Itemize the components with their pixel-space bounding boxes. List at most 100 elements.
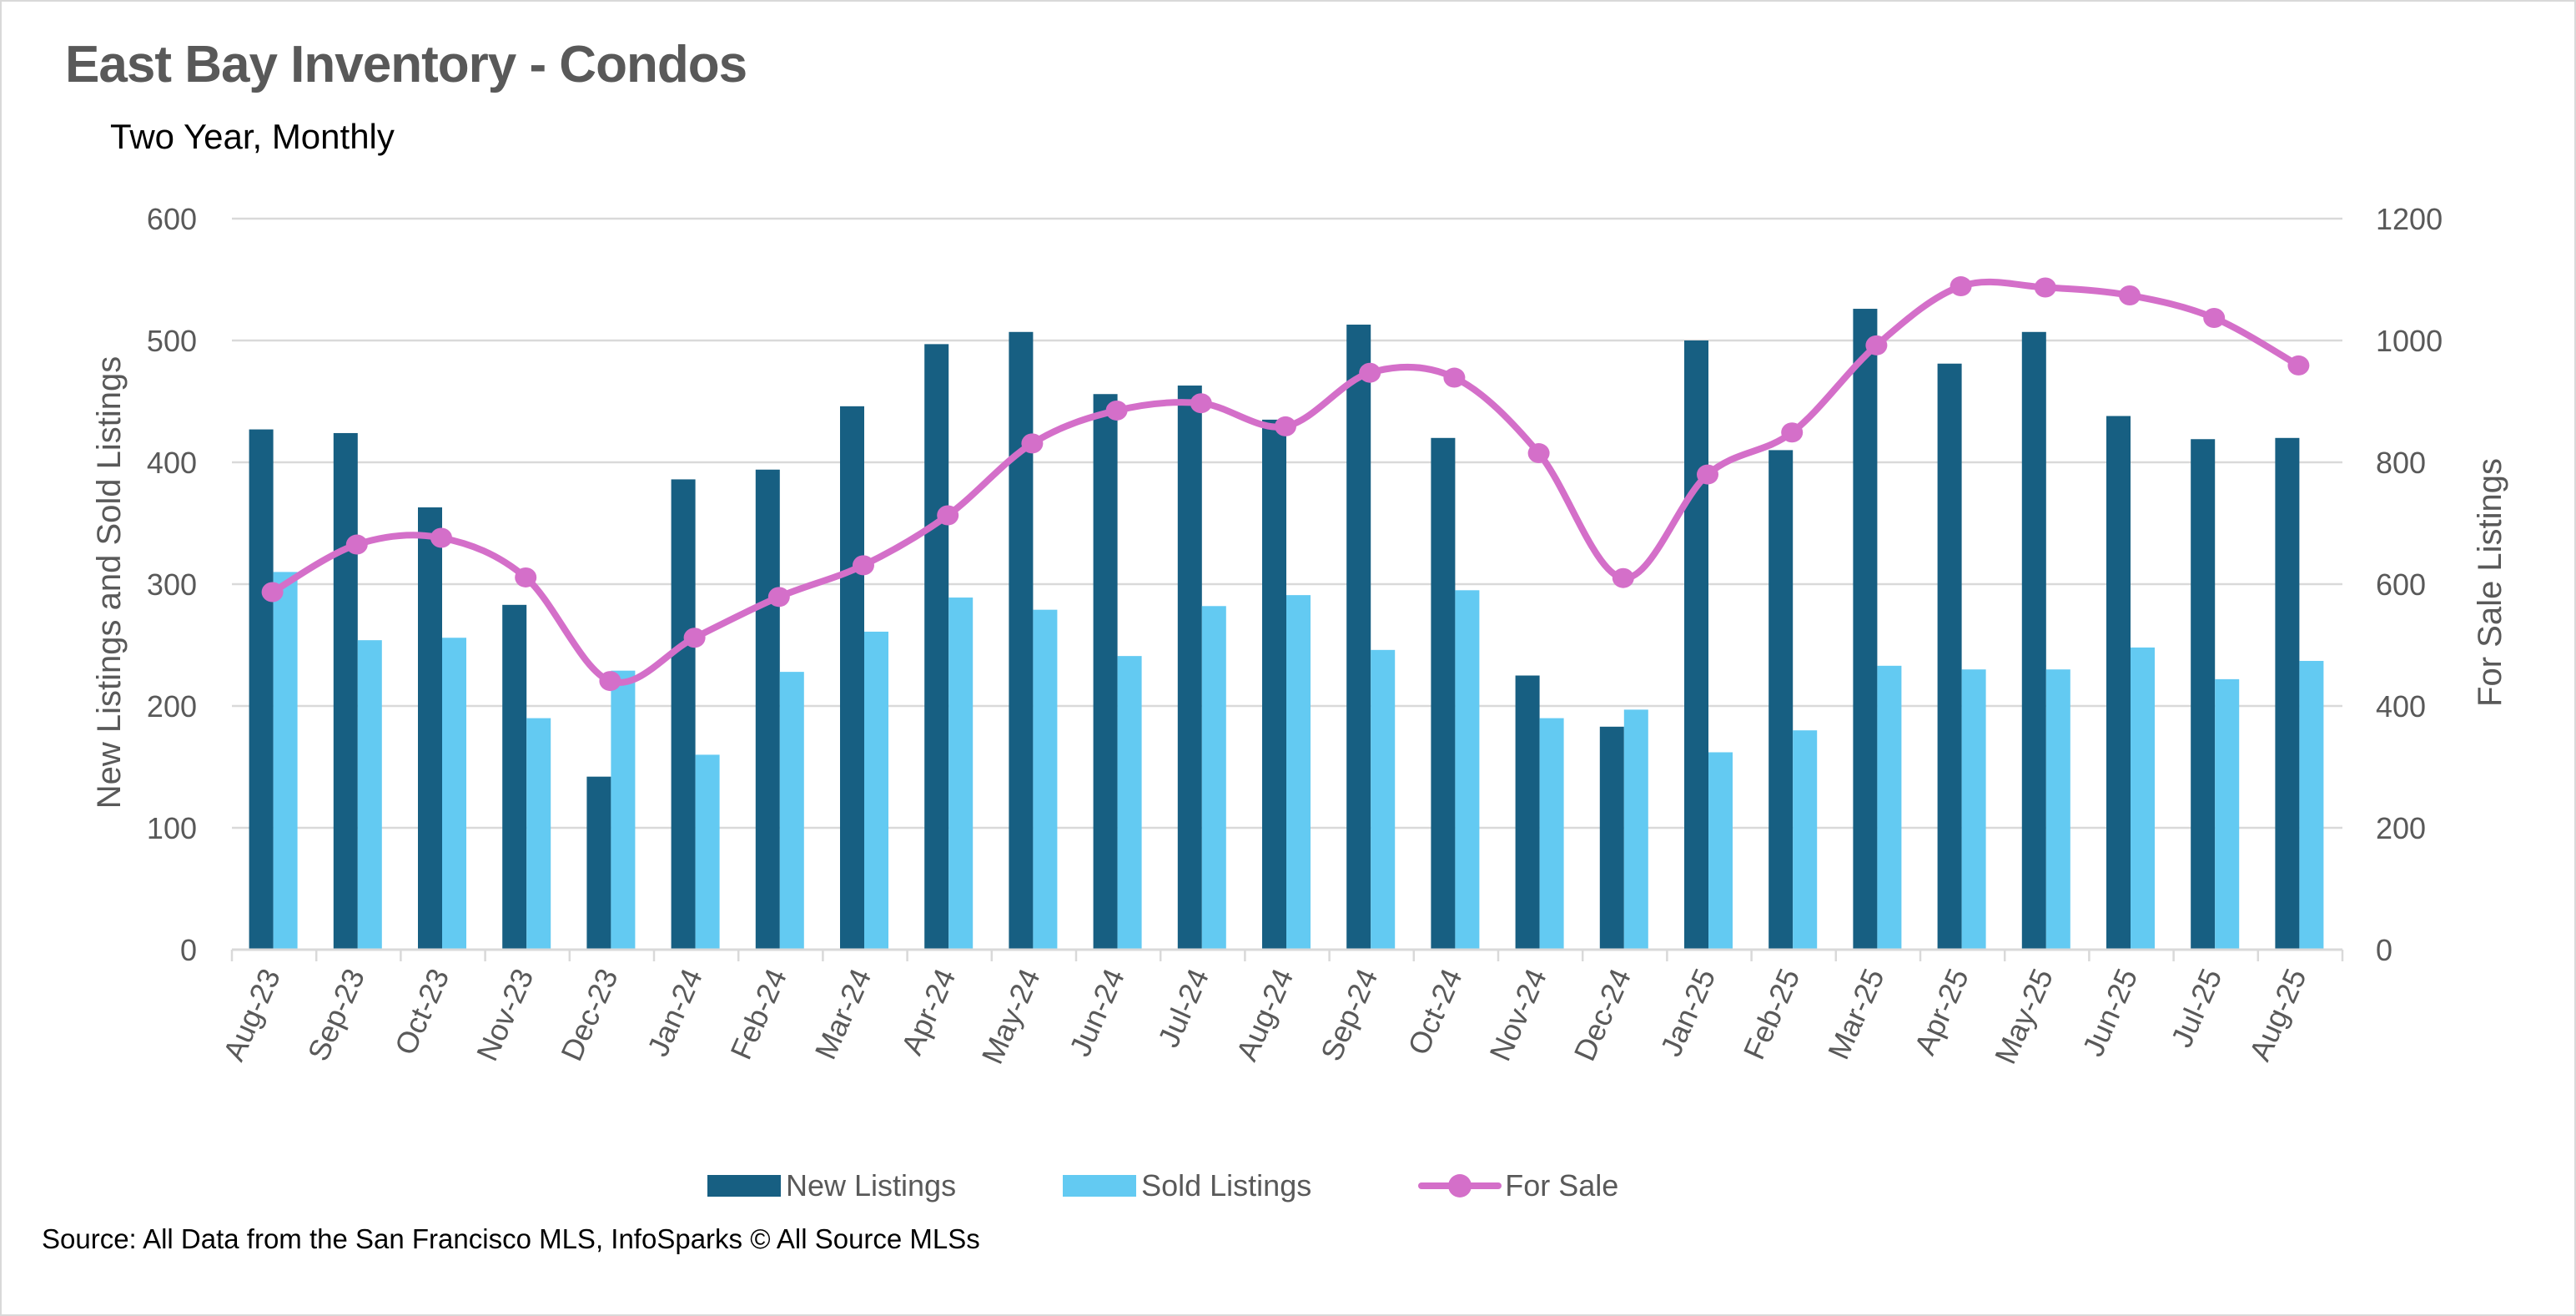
bar-sold-listings: [864, 631, 888, 950]
x-tick-label: Jul-24: [1151, 964, 1215, 1052]
bar-new-listings: [1177, 386, 1202, 950]
for-sale-marker: [515, 567, 537, 587]
bar-new-listings: [1431, 437, 1456, 950]
x-tick-label: Mar-24: [808, 964, 878, 1065]
for-sale-marker: [1105, 400, 1128, 421]
x-tick-label: Aug-24: [1230, 964, 1301, 1066]
x-tick-label: Apr-25: [1908, 964, 1975, 1060]
y-tick-label: 0: [180, 933, 197, 967]
bar-new-listings: [1684, 340, 1708, 950]
legend-item-for-sale: For Sale: [1418, 1168, 1618, 1203]
bar-new-listings: [333, 432, 358, 950]
for-sale-marker: [937, 505, 959, 526]
y2-tick-label: 600: [2376, 567, 2426, 602]
bar-new-listings: [924, 344, 949, 950]
y-axis-right: 0 200 400 600 800 1000 1200: [2376, 202, 2443, 967]
bar-new-listings: [1768, 450, 1794, 950]
bar-sold-listings: [611, 670, 636, 950]
bar-sold-listings: [1286, 595, 1311, 950]
bar-new-listings: [2106, 416, 2131, 950]
sold-listings-swatch: [1063, 1175, 1137, 1197]
legend-label: Sold Listings: [1141, 1168, 1312, 1203]
bar-sold-listings: [948, 597, 974, 950]
bar-sold-listings: [1455, 590, 1480, 950]
y2-axis-title: For Sale Listings: [2472, 458, 2508, 707]
y-axis-title: New Listings and Sold Listings: [91, 356, 128, 809]
x-tick-label: Aug-25: [2242, 964, 2313, 1066]
bar-sold-listings: [1708, 752, 1733, 950]
x-axis: Aug-23 Sep-23 Oct-23 Nov-23 Dec-23 Jan-24 Feb-…: [216, 948, 2344, 1069]
x-tick-label: Nov-23: [470, 964, 541, 1066]
bar-sold-listings: [2045, 669, 2070, 950]
bar-sold-listings: [695, 754, 720, 950]
x-tick-label: Apr-24: [894, 964, 962, 1060]
for-sale-line: [261, 276, 2310, 692]
bar-new-listings: [249, 429, 274, 950]
y-tick-label: 300: [147, 567, 197, 602]
bar-sold-listings: [1371, 649, 1396, 950]
for-sale-marker: [1865, 335, 1888, 355]
y2-tick-label: 0: [2376, 933, 2392, 967]
bar-new-listings: [2275, 437, 2300, 950]
for-sale-marker: [1359, 362, 1381, 383]
x-tick-label: Dec-24: [1567, 964, 1638, 1066]
for-sale-marker: [853, 555, 874, 576]
y-tick-label: 600: [147, 202, 197, 236]
x-tick-label: Jan-25: [1653, 964, 1722, 1061]
for-sale-marker: [2034, 277, 2056, 298]
chart-title: East Bay Inventory - Condos: [65, 36, 747, 93]
x-tick-label: Jan-24: [641, 964, 709, 1061]
for-sale-marker: [1527, 443, 1550, 464]
x-tick-label: Oct-23: [388, 964, 455, 1060]
x-tick-label: Oct-24: [1401, 964, 1468, 1060]
bar-sold-listings: [2299, 660, 2324, 950]
y-tick-label: 500: [147, 324, 197, 358]
bar-new-listings: [755, 469, 780, 950]
bar-new-listings: [2021, 331, 2046, 950]
x-tick-label: May-24: [974, 964, 1046, 1069]
bar-sold-listings: [1033, 609, 1058, 950]
bar-new-listings: [418, 507, 442, 950]
bar-new-listings: [671, 479, 696, 950]
legend-item-new-listings: New Listings: [707, 1168, 956, 1203]
bar-new-listings: [1093, 394, 1118, 950]
bar-sold-listings: [2131, 647, 2155, 950]
x-tick-label: Jun-24: [1063, 964, 1131, 1061]
bar-new-listings: [586, 776, 611, 950]
bar-new-listings: [1346, 325, 1371, 950]
bar-sold-listings: [526, 718, 551, 950]
for-sale-marker: [2119, 285, 2141, 305]
x-tick-label: May-25: [1988, 964, 2060, 1069]
bar-sold-listings: [273, 572, 298, 950]
legend-label: New Listings: [786, 1168, 957, 1203]
bar-sold-listings: [1793, 730, 1818, 950]
for-sale-marker: [430, 527, 452, 548]
bar-sold-listings: [1201, 606, 1226, 950]
bar-sold-listings: [442, 638, 466, 950]
source-note: Source: All Data from the San Francisco …: [42, 1223, 980, 1254]
bar-new-listings: [840, 406, 864, 950]
legend-label: For Sale: [1505, 1168, 1619, 1203]
y-tick-label: 400: [147, 446, 197, 480]
y2-tick-label: 1200: [2376, 202, 2443, 236]
x-tick-label: Mar-25: [1821, 964, 1891, 1065]
for-sale-marker: [767, 587, 790, 608]
y2-tick-label: 1000: [2376, 324, 2443, 358]
bar-sold-listings: [1623, 709, 1648, 950]
for-sale-marker: [1443, 367, 1466, 388]
x-tick-label: Feb-24: [723, 964, 793, 1065]
bar-sold-listings: [779, 672, 804, 950]
bar-new-listings: [502, 604, 527, 950]
bar-new-listings: [1937, 363, 1962, 950]
bars: [249, 309, 2324, 950]
bar-new-listings: [2191, 439, 2216, 950]
bar-new-listings: [1515, 675, 1540, 950]
bar-sold-listings: [2215, 678, 2240, 950]
bar-sold-listings: [1961, 669, 1986, 950]
for-sale-marker: [1950, 276, 1972, 297]
x-tick-label: Nov-24: [1482, 964, 1553, 1066]
for-sale-marker: [345, 534, 368, 555]
y2-tick-label: 200: [2376, 811, 2426, 845]
x-tick-label: Sep-24: [1314, 964, 1385, 1066]
for-sale-marker: [1612, 567, 1634, 588]
